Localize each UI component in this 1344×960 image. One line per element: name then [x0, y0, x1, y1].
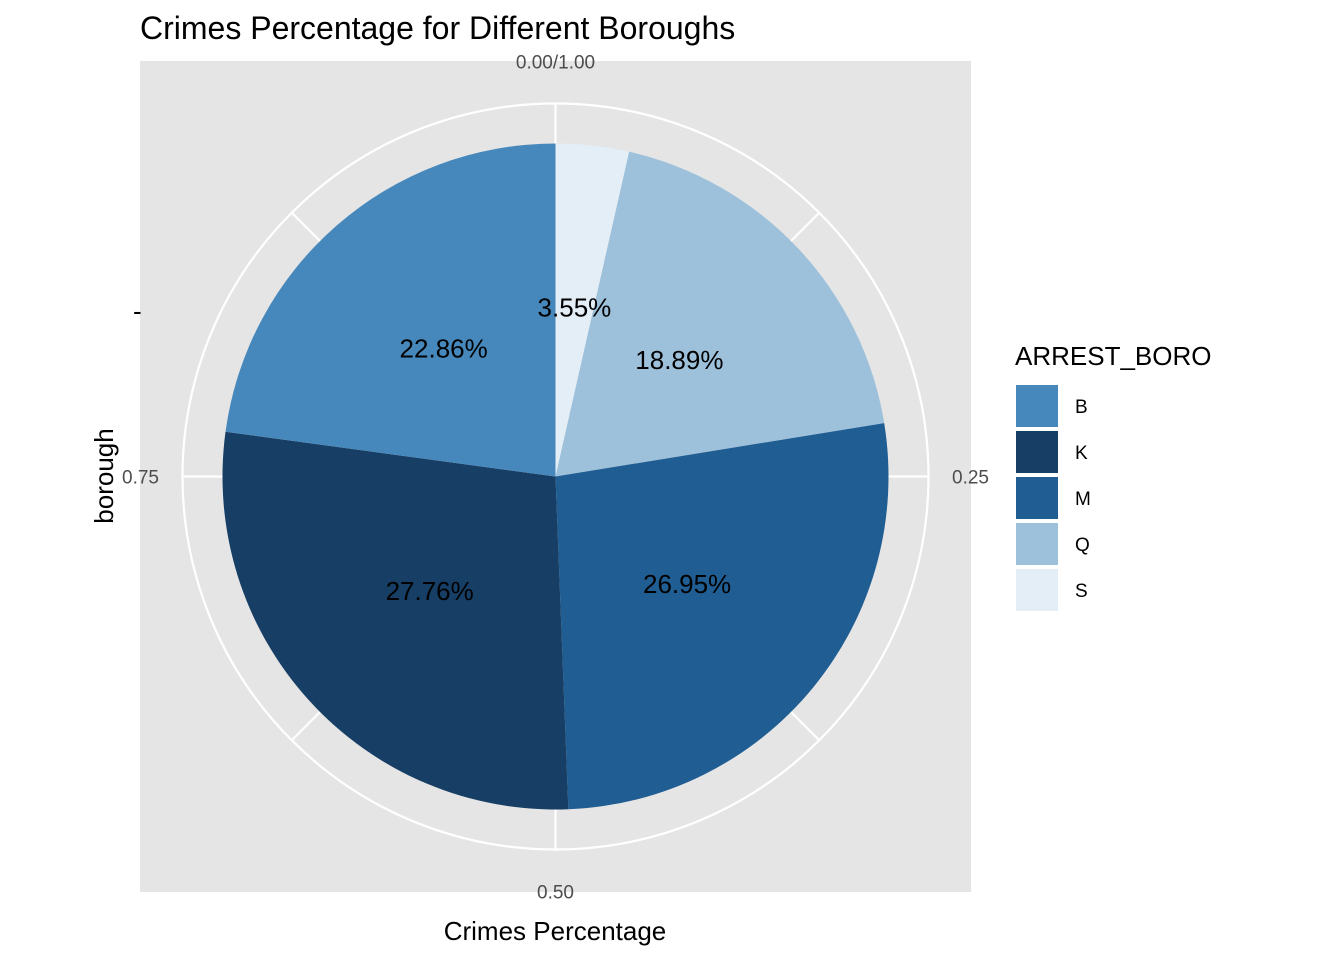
legend-items: B K M Q S — [1014, 383, 1091, 613]
theta-ticks-layer: 0.00/1.00 0.25 0.50 0.75 — [122, 53, 989, 904]
theta-tick-label: 0.50 — [537, 883, 574, 904]
legend-label-m: M — [1075, 489, 1091, 510]
pie-slice-b — [225, 143, 556, 477]
pie-slice-s — [555, 143, 630, 477]
pie-slice-m — [555, 423, 889, 810]
pie-slice-q — [555, 151, 885, 477]
slice-label-s: 3.55% — [538, 293, 612, 323]
x-axis-title: Crimes Percentage — [444, 916, 667, 946]
chart-title: Crimes Percentage for Different Boroughs — [140, 10, 735, 46]
legend-label-q: Q — [1075, 535, 1090, 556]
legend-label-s: S — [1075, 581, 1088, 602]
slice-label-q: 18.89% — [635, 345, 723, 375]
y-axis-title: borough — [89, 428, 119, 523]
legend-title: ARREST_BORO — [1015, 341, 1212, 371]
theta-tick-label: 0.00/1.00 — [516, 53, 595, 74]
slice-labels-layer: 3.55% 18.89% 26.95% 27.76% 22.86% — [386, 293, 732, 606]
legend-key-b — [1014, 383, 1060, 429]
legend-key-m — [1014, 475, 1060, 521]
legend-key-q — [1014, 521, 1060, 567]
legend: ARREST_BORO B K M Q S — [1014, 341, 1212, 613]
legend-label-b: B — [1075, 397, 1088, 418]
theta-tick-label: 0.25 — [952, 468, 989, 489]
slices-layer — [222, 143, 889, 810]
theta-tick-label: 0.75 — [122, 468, 159, 489]
legend-key-k — [1014, 429, 1060, 475]
slice-label-k: 27.76% — [386, 576, 474, 606]
legend-key-s — [1014, 567, 1060, 613]
slice-label-m: 26.95% — [643, 569, 731, 599]
y-axis-tick: - — [133, 296, 142, 326]
slice-label-b: 22.86% — [400, 333, 488, 363]
legend-label-k: K — [1075, 443, 1088, 464]
pie-slice-k — [222, 431, 569, 810]
